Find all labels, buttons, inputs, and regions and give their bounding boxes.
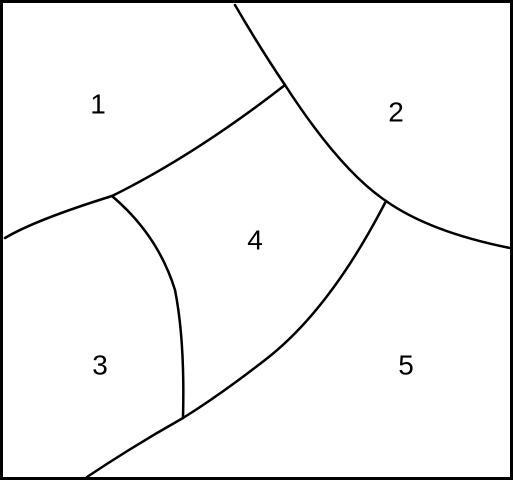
boundary-2-4 <box>283 83 388 203</box>
region-label-1: 1 <box>90 88 106 119</box>
boundary-3-4 <box>110 194 185 420</box>
boundary-1-3 <box>3 194 114 240</box>
boundary-1-2 <box>233 3 287 87</box>
region-label-5: 5 <box>398 349 414 380</box>
region-label-2: 2 <box>388 96 404 127</box>
boundary-4-5 <box>181 199 388 420</box>
region-label-3: 3 <box>92 349 108 380</box>
boundary-2-5 <box>384 199 512 250</box>
boundary-1-4 <box>110 83 287 198</box>
boundary-3-5 <box>85 416 185 479</box>
region-label-4: 4 <box>247 224 263 255</box>
